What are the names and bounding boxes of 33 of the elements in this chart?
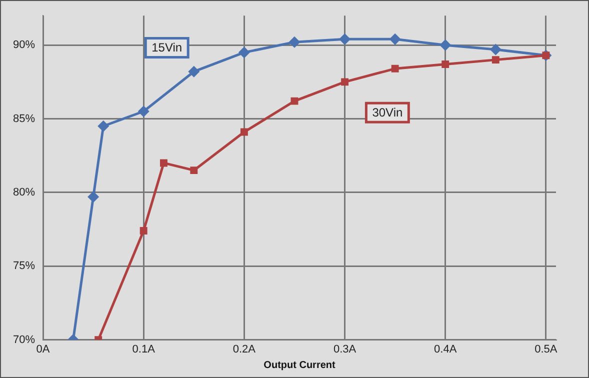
point	[140, 227, 148, 234]
point	[290, 97, 298, 105]
point	[440, 40, 451, 50]
point	[341, 78, 348, 86]
text: 30Vin	[372, 105, 403, 120]
x-tick-label: 0.4A	[434, 343, 458, 356]
series-label: 15Vin	[152, 40, 182, 55]
point	[238, 47, 250, 58]
y-tick-label: 70%	[12, 334, 36, 346]
x-tick-label: 0.1A	[132, 343, 156, 356]
x-tick-label: 0.2A	[232, 343, 256, 356]
point	[88, 192, 99, 202]
x-tick-label: 0.3A	[333, 343, 357, 356]
point	[188, 66, 200, 77]
point	[442, 60, 450, 68]
y-tick-label: 90%	[12, 39, 36, 52]
point	[98, 120, 109, 132]
point	[138, 106, 149, 117]
point	[490, 44, 501, 55]
point	[289, 36, 300, 48]
x-axis-title: Output Current	[264, 360, 336, 371]
point	[390, 34, 400, 44]
x-tick-label: 0A	[36, 343, 50, 356]
y-tick-label: 85%	[12, 112, 36, 125]
point	[240, 128, 248, 136]
point	[340, 34, 350, 44]
point	[190, 166, 198, 174]
x-tick-label: 0.5A	[534, 343, 558, 356]
point	[160, 159, 168, 167]
y-tick-label: 75%	[12, 260, 36, 272]
point	[492, 56, 500, 64]
point	[391, 64, 399, 72]
y-tick-label: 80%	[12, 186, 36, 198]
